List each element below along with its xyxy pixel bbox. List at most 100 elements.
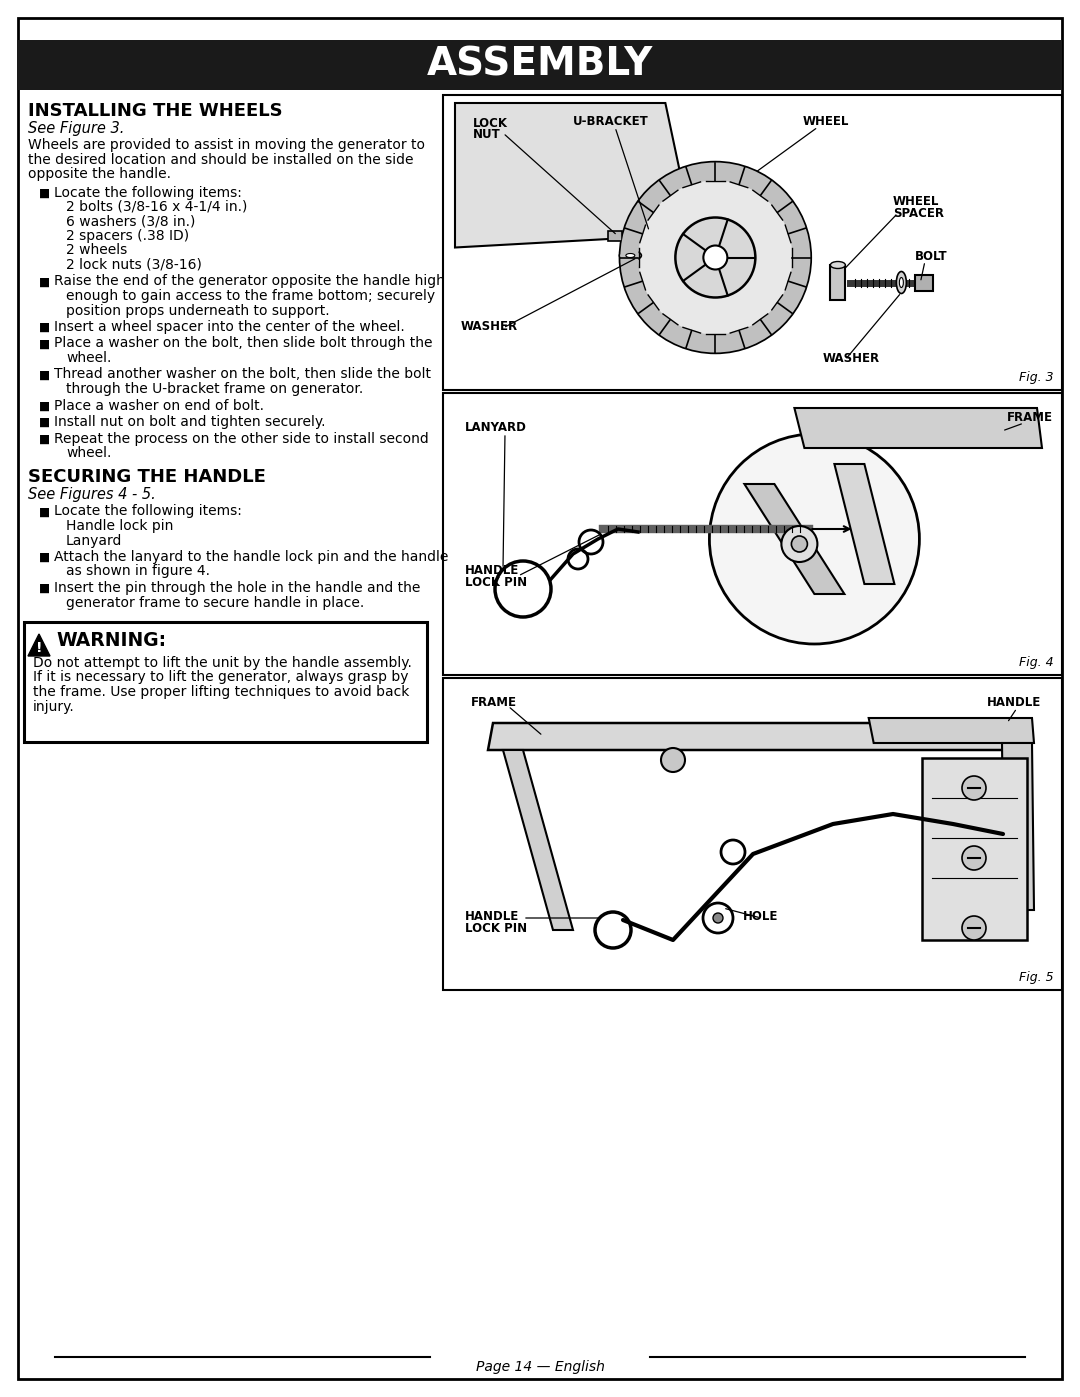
Circle shape: [962, 916, 986, 940]
Text: Thread another washer on the bolt, then slide the bolt: Thread another washer on the bolt, then …: [54, 367, 431, 381]
Text: ■: ■: [39, 416, 50, 429]
Text: WARNING:: WARNING:: [56, 631, 166, 650]
Text: ■: ■: [39, 506, 50, 518]
Text: 2 lock nuts (3/8-16): 2 lock nuts (3/8-16): [66, 258, 202, 272]
Text: Insert a wheel spacer into the center of the wheel.: Insert a wheel spacer into the center of…: [54, 320, 405, 334]
Text: Attach the lanyard to the handle lock pin and the handle: Attach the lanyard to the handle lock pi…: [54, 550, 448, 564]
Text: INSTALLING THE WHEELS: INSTALLING THE WHEELS: [28, 102, 283, 120]
Text: LANYARD: LANYARD: [465, 420, 527, 434]
Text: BOLT: BOLT: [915, 250, 947, 263]
Text: generator frame to secure handle in place.: generator frame to secure handle in plac…: [66, 595, 364, 609]
Polygon shape: [488, 724, 1027, 750]
Text: Fig. 3: Fig. 3: [1020, 372, 1054, 384]
Text: LOCK: LOCK: [473, 117, 508, 130]
Circle shape: [661, 747, 685, 773]
Text: as shown in figure 4.: as shown in figure 4.: [66, 564, 210, 578]
Polygon shape: [942, 909, 1005, 935]
Circle shape: [675, 218, 755, 298]
Circle shape: [962, 775, 986, 800]
Polygon shape: [868, 718, 1034, 743]
Circle shape: [782, 527, 818, 562]
Polygon shape: [1002, 743, 1034, 909]
Text: the frame. Use proper lifting techniques to avoid back: the frame. Use proper lifting techniques…: [33, 685, 409, 698]
Text: ■: ■: [39, 550, 50, 564]
Text: Repeat the process on the other side to install second: Repeat the process on the other side to …: [54, 432, 429, 446]
Text: Insert the pin through the hole in the handle and the: Insert the pin through the hole in the h…: [54, 581, 420, 595]
Bar: [443, 95, 1062, 390]
Bar: [916, 274, 933, 291]
Text: If it is necessary to lift the generator, always grasp by: If it is necessary to lift the generator…: [33, 671, 408, 685]
Text: through the U-bracket frame on generator.: through the U-bracket frame on generator…: [66, 381, 363, 395]
Text: ■: ■: [39, 187, 50, 200]
Text: 2 bolts (3/8-16 x 4-1/4 in.): 2 bolts (3/8-16 x 4-1/4 in.): [66, 200, 247, 214]
Polygon shape: [795, 408, 1042, 448]
Circle shape: [703, 246, 727, 270]
Text: ASSEMBLY: ASSEMBLY: [427, 46, 653, 84]
Text: position props underneath to support.: position props underneath to support.: [66, 303, 329, 317]
Text: SPACER: SPACER: [893, 207, 944, 219]
Text: FRAME: FRAME: [1007, 411, 1053, 425]
Text: Handle lock pin: Handle lock pin: [66, 520, 174, 534]
Polygon shape: [835, 464, 894, 584]
Text: SECURING THE HANDLE: SECURING THE HANDLE: [28, 468, 266, 486]
Polygon shape: [744, 483, 845, 594]
Bar: [18, 41, 1062, 89]
Polygon shape: [503, 750, 573, 930]
Text: ■: ■: [39, 369, 50, 381]
Text: wheel.: wheel.: [66, 351, 111, 365]
Polygon shape: [455, 103, 686, 247]
Text: injury.: injury.: [33, 700, 75, 714]
Bar: [443, 678, 1062, 990]
Ellipse shape: [896, 271, 906, 293]
Text: WHEEL: WHEEL: [804, 115, 849, 129]
Text: 2 spacers (.38 ID): 2 spacers (.38 ID): [66, 229, 189, 243]
Text: Install nut on bolt and tighten securely.: Install nut on bolt and tighten securely…: [54, 415, 325, 429]
Text: Locate the following items:: Locate the following items:: [54, 186, 242, 200]
Text: See Figure 3.: See Figure 3.: [28, 122, 124, 136]
Text: See Figures 4 - 5.: See Figures 4 - 5.: [28, 488, 156, 503]
Text: Locate the following items:: Locate the following items:: [54, 504, 242, 518]
Circle shape: [710, 434, 919, 644]
Polygon shape: [28, 634, 50, 657]
Text: Fig. 4: Fig. 4: [1020, 657, 1054, 669]
Circle shape: [713, 914, 723, 923]
Text: ■: ■: [39, 275, 50, 289]
Text: ■: ■: [39, 433, 50, 446]
Ellipse shape: [900, 278, 903, 288]
Circle shape: [792, 536, 808, 552]
Text: FRAME: FRAME: [471, 696, 517, 710]
Ellipse shape: [626, 253, 635, 257]
Ellipse shape: [619, 250, 642, 260]
Text: WASHER: WASHER: [461, 320, 518, 332]
Text: Raise the end of the generator opposite the handle high: Raise the end of the generator opposite …: [54, 274, 445, 289]
Text: WHEEL: WHEEL: [893, 196, 940, 208]
Text: Place a washer on end of bolt.: Place a washer on end of bolt.: [54, 398, 264, 412]
Bar: [443, 393, 1062, 675]
Bar: [831, 265, 846, 300]
Text: HANDLE: HANDLE: [465, 909, 519, 923]
Text: LOCK PIN: LOCK PIN: [465, 922, 527, 935]
Text: Fig. 5: Fig. 5: [1020, 971, 1054, 983]
Text: enough to gain access to the frame bottom; securely: enough to gain access to the frame botto…: [66, 289, 435, 303]
Text: Do not attempt to lift the unit by the handle assembly.: Do not attempt to lift the unit by the h…: [33, 657, 411, 671]
Text: ■: ■: [39, 321, 50, 334]
Circle shape: [703, 902, 733, 933]
Text: !: !: [36, 641, 42, 655]
Text: 6 washers (3/8 in.): 6 washers (3/8 in.): [66, 215, 195, 229]
Text: LOCK PIN: LOCK PIN: [465, 576, 527, 590]
Circle shape: [620, 162, 810, 352]
Text: Page 14 — English: Page 14 — English: [475, 1361, 605, 1375]
Circle shape: [962, 847, 986, 870]
Text: wheel.: wheel.: [66, 446, 111, 460]
Bar: [637, 229, 661, 264]
Text: ■: ■: [39, 338, 50, 351]
Bar: [24, 622, 427, 742]
Ellipse shape: [831, 261, 846, 268]
Bar: [608, 231, 622, 240]
Text: WASHER: WASHER: [823, 352, 880, 365]
Text: Wheels are provided to assist in moving the generator to: Wheels are provided to assist in moving …: [28, 138, 426, 152]
Text: the desired location and should be installed on the side: the desired location and should be insta…: [28, 152, 414, 166]
Text: HANDLE: HANDLE: [987, 696, 1041, 710]
Text: HANDLE: HANDLE: [465, 564, 519, 577]
Text: HOLE: HOLE: [743, 909, 779, 923]
